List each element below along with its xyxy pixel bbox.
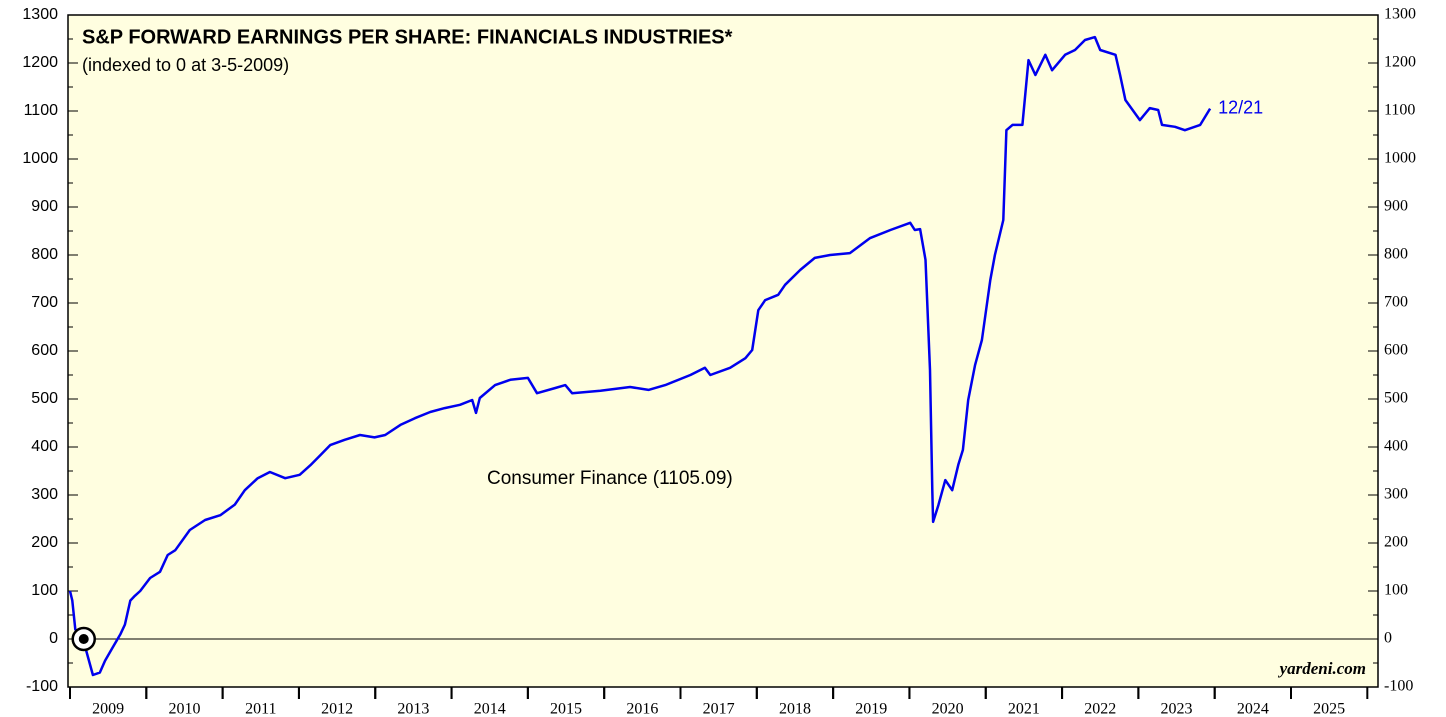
y-tick-label: 500	[31, 390, 58, 407]
x-tick-label: 2011	[245, 701, 276, 717]
y2-tick-label: 500	[1384, 390, 1408, 407]
y-tick-label: 1200	[22, 54, 58, 71]
y-tick-label: 200	[31, 534, 58, 551]
y2-tick-label: 1300	[1384, 6, 1416, 23]
y-tick-label: -100	[26, 678, 58, 695]
x-tick-label: 2021	[1008, 701, 1040, 717]
y-tick-label: 900	[31, 198, 58, 215]
end-label: 12/21	[1218, 97, 1263, 117]
y-tick-label: 700	[31, 294, 58, 311]
x-tick-label: 2015	[550, 701, 582, 717]
y2-tick-label: -100	[1384, 678, 1413, 695]
y-tick-label: 0	[49, 630, 58, 647]
x-tick-label: 2025	[1313, 701, 1345, 717]
y-tick-label: 800	[31, 246, 58, 263]
x-tick-label: 2010	[168, 701, 200, 717]
x-tick-label: 2018	[779, 701, 811, 717]
data-line	[68, 35, 1212, 677]
y2-tick-label: 600	[1384, 342, 1408, 359]
x-tick-label: 2017	[703, 701, 735, 717]
chart-subtitle: (indexed to 0 at 3-5-2009)	[82, 55, 289, 75]
y2-tick-label: 700	[1384, 294, 1408, 311]
x-tick-label: 2024	[1237, 701, 1269, 717]
y-tick-label: 300	[31, 486, 58, 503]
y-tick-label: 1000	[22, 150, 58, 167]
x-tick-label: 2023	[1161, 701, 1193, 717]
y2-tick-label: 400	[1384, 438, 1408, 455]
y-tick-label: 1300	[22, 6, 58, 23]
x-tick-label: 2016	[626, 701, 658, 717]
y2-tick-label: 900	[1384, 198, 1408, 215]
x-tick-label: 2020	[932, 701, 964, 717]
y2-tick-label: 800	[1384, 246, 1408, 263]
y2-tick-label: 1100	[1384, 102, 1415, 119]
y2-tick-label: 1000	[1384, 150, 1416, 167]
x-tick-label: 2012	[321, 701, 353, 717]
y2-tick-label: 1200	[1384, 54, 1416, 71]
x-tick-label: 2013	[397, 701, 429, 717]
marker-dot	[78, 634, 89, 644]
y2-tick-label: 100	[1384, 582, 1408, 599]
y-tick-label: 600	[31, 342, 58, 359]
chart-title: S&P FORWARD EARNINGS PER SHARE: FINANCIA…	[82, 26, 733, 48]
y-tick-label: 400	[31, 438, 58, 455]
x-tick-label: 2019	[855, 701, 887, 717]
y-tick-label: 1100	[24, 102, 59, 119]
y-tick-label: 100	[31, 582, 58, 599]
y2-tick-label: 200	[1384, 534, 1408, 551]
x-tick-label: 2022	[1084, 701, 1116, 717]
y2-tick-label: 300	[1384, 486, 1408, 503]
x-tick-label: 2009	[92, 701, 124, 717]
source: yardeni.com	[1278, 659, 1366, 678]
x-tick-label: 2014	[474, 701, 506, 717]
annotation: Consumer Finance (1105.09)	[487, 468, 733, 489]
y2-tick-label: 0	[1384, 630, 1392, 647]
plot-area	[67, 14, 1379, 688]
